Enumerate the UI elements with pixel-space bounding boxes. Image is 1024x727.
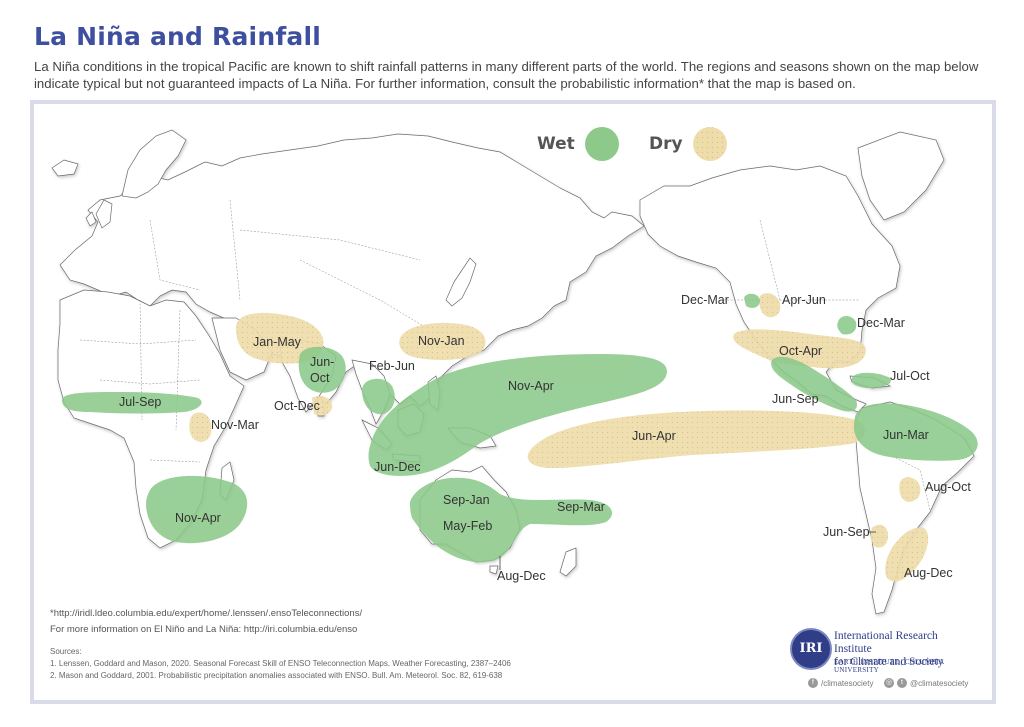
dry-region-central-pacific xyxy=(527,410,866,468)
wet-region-southeast-asia xyxy=(362,378,395,415)
footnote-enso-link: For more information on El Niño and La N… xyxy=(50,624,358,635)
label-jul-sep: Jul-Sep xyxy=(119,395,161,409)
label-nov-jan: Nov-Jan xyxy=(418,334,465,348)
border-line xyxy=(229,199,241,301)
iri-logo: IRI International Research Institute for… xyxy=(790,628,960,674)
page-title: La Niña and Rainfall xyxy=(34,22,322,51)
label-jun-sep-south: Jun-Sep xyxy=(823,525,870,539)
footnote-url: *http://iridl.ldeo.columbia.edu/expert/h… xyxy=(50,608,363,619)
instagram-twitter-handle-text: @climatesociety xyxy=(910,678,969,688)
iri-logo-text: International Research Institute for Cli… xyxy=(834,630,960,669)
dry-region-east-africa xyxy=(189,412,212,442)
label-nov-apr-africa: Nov-Apr xyxy=(175,511,221,525)
label-jun-dec: Jun-Dec xyxy=(374,460,421,474)
wet-region-northern-south-america xyxy=(854,403,978,461)
label-oct-dec: Oct-Dec xyxy=(274,399,320,413)
sources-title: Sources: xyxy=(50,647,82,656)
legend-dry-label: Dry xyxy=(649,134,683,154)
label-jun-mar: Jun-Mar xyxy=(883,428,929,442)
legend-wet-label: Wet xyxy=(537,134,575,154)
label-may-feb: May-Feb xyxy=(443,519,492,533)
legend: Wet Dry xyxy=(537,127,727,161)
intro-text: La Niña conditions in the tropical Pacif… xyxy=(34,59,979,91)
label-oct-apr: Oct-Apr xyxy=(779,344,822,358)
border-line xyxy=(149,459,201,463)
region-labels: Jul-Sep Nov-Mar Nov-Apr Jan-May Jun- Oct… xyxy=(119,293,971,583)
dry-region-central-chile xyxy=(870,524,888,548)
border-line xyxy=(79,339,197,345)
label-nov-apr-pacific: Nov-Apr xyxy=(508,379,554,393)
wet-region-ohio-valley xyxy=(837,316,857,335)
border-line xyxy=(175,309,181,431)
iceland xyxy=(51,159,79,177)
wet-region-australia xyxy=(410,477,613,563)
dry-region-southwest-asia xyxy=(236,312,324,364)
british-isles xyxy=(95,199,113,229)
facebook-icon: f xyxy=(808,678,818,688)
leader-lines xyxy=(499,531,876,570)
source-2: 2. Mason and Goddard, 2001. Probabilisti… xyxy=(50,671,503,680)
new-zealand xyxy=(559,547,577,577)
iri-logo-mark: IRI xyxy=(790,628,832,670)
dry-region-pacific-northwest xyxy=(759,293,781,318)
wet-region-southern-africa xyxy=(146,475,248,544)
label-feb-jun: Feb-Jun xyxy=(369,359,415,373)
border-line xyxy=(239,229,421,261)
label-dec-mar-west: Dec-Mar xyxy=(681,293,729,307)
dry-regions xyxy=(189,293,929,582)
wet-region-pacific-northwest xyxy=(744,293,760,308)
wet-region-caribbean xyxy=(851,372,891,388)
source-1: 1. Lenssen, Goddard and Mason, 2020. Sea… xyxy=(50,659,511,668)
label-jun-apr: Jun-Apr xyxy=(632,429,676,443)
label-aug-dec-sa: Aug-Dec xyxy=(904,566,953,580)
legend-wet-swatch xyxy=(585,127,619,161)
wet-region-maritime-continent xyxy=(368,354,667,476)
facebook-handle: f /climatesociety xyxy=(808,678,873,688)
dry-region-southern-brazil xyxy=(899,477,921,502)
label-jul-oct: Jul-Oct xyxy=(890,369,930,383)
iri-logo-line2: for Climate and Society xyxy=(834,656,944,668)
border-line xyxy=(99,379,201,385)
label-apr-jun: Apr-Jun xyxy=(782,293,826,307)
dry-region-southern-us xyxy=(733,329,866,369)
border-line xyxy=(149,219,201,291)
wet-region-india xyxy=(298,346,346,393)
border-line xyxy=(139,299,143,421)
dry-region-china-japan xyxy=(399,322,486,360)
label-jun-oct-1: Jun- xyxy=(310,355,334,369)
wet-regions xyxy=(62,293,978,563)
label-nov-mar-africa: Nov-Mar xyxy=(211,418,259,432)
label-sep-mar: Sep-Mar xyxy=(557,500,605,514)
scandinavia xyxy=(121,129,187,199)
label-sep-jan: Sep-Jan xyxy=(443,493,490,507)
ireland xyxy=(85,211,97,227)
label-dec-mar-east: Dec-Mar xyxy=(857,316,905,330)
wet-region-sahel xyxy=(62,392,202,414)
label-jun-sep-central: Jun-Sep xyxy=(772,392,819,406)
dry-region-argentina xyxy=(885,527,929,582)
iri-logo-line3: EARTH INSTITUTE | COLUMBIA UNIVERSITY xyxy=(834,658,945,674)
dry-region-southeast-india xyxy=(312,396,333,416)
label-aug-dec-aus: Aug-Dec xyxy=(497,569,546,583)
label-aug-oct: Aug-Oct xyxy=(925,480,971,494)
wet-region-central-america xyxy=(771,356,858,412)
instagram-twitter-handle: ◎ t @climatesociety xyxy=(884,678,968,688)
japan xyxy=(445,257,477,307)
label-jan-may: Jan-May xyxy=(253,335,302,349)
greenland xyxy=(857,131,945,221)
twitter-icon: t xyxy=(897,678,907,688)
legend-dry-swatch xyxy=(693,127,727,161)
instagram-icon: ◎ xyxy=(884,678,894,688)
facebook-handle-text: /climatesociety xyxy=(821,678,874,688)
iri-logo-line1: International Research Institute xyxy=(834,630,938,655)
tasmania xyxy=(489,565,499,575)
label-jun-oct-2: Oct xyxy=(310,371,330,385)
border-line xyxy=(299,259,431,331)
